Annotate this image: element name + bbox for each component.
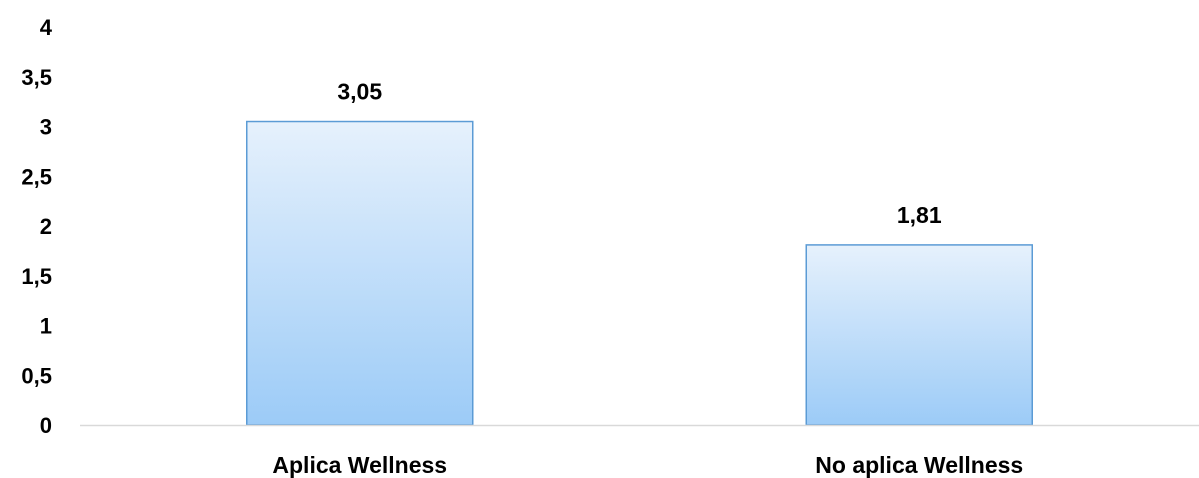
- y-tick-label: 2: [40, 214, 52, 239]
- bar-value-label: 1,81: [897, 202, 942, 228]
- y-tick-label: 0,5: [21, 363, 52, 388]
- bars-group: [246, 120, 1033, 426]
- y-tick-label: 0: [40, 413, 52, 438]
- category-labels-group: Aplica Wellness No aplica Wellness: [272, 452, 1023, 478]
- y-tick-label: 2,5: [21, 164, 52, 189]
- y-tick-label: 3: [40, 115, 52, 140]
- category-label: Aplica Wellness: [272, 452, 447, 478]
- data-labels-group: 3,05 1,81: [337, 79, 941, 228]
- y-tick-label: 4: [40, 15, 53, 40]
- bar: [805, 244, 1033, 426]
- y-axis-ticks: 0 0,5 1 1,5 2 2,5 3 3,5 4: [21, 15, 52, 438]
- bar-value-label: 3,05: [337, 79, 382, 105]
- y-tick-label: 1,5: [21, 264, 52, 289]
- category-label: No aplica Wellness: [815, 452, 1023, 478]
- bar: [246, 120, 474, 426]
- y-tick-label: 3,5: [21, 65, 52, 90]
- y-tick-label: 1: [40, 314, 52, 339]
